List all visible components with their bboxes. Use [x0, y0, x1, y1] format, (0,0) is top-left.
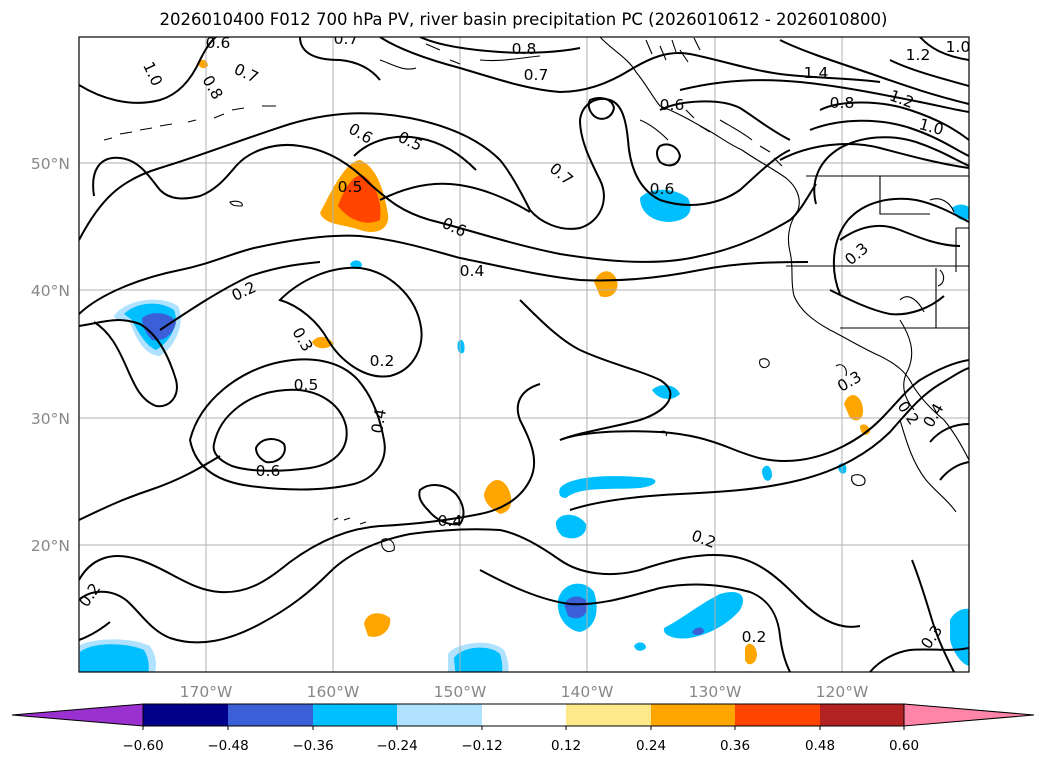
contour-label: 1.2	[906, 46, 931, 64]
contour-label: 0.8	[830, 94, 855, 112]
contour-label: 0.7	[524, 66, 549, 84]
colorbar-tick-label: −0.60	[122, 738, 163, 754]
map-plot: 0.6 0.7 1.0 0.8 0.7 0.8 0.7 1.4 1.2 1.0 …	[79, 30, 971, 672]
contour-label: 1.0	[917, 115, 945, 139]
lon-tick-label: 150°W	[434, 683, 487, 701]
figure-title: 2026010400 F012 700 hPa PV, river basin …	[159, 10, 888, 29]
colorbar-swatch	[735, 704, 820, 726]
contour-label: 0.8	[512, 40, 537, 58]
lon-tick-label: 140°W	[561, 683, 614, 701]
contour-label: 0.2	[370, 352, 395, 370]
lon-tick-label: 170°W	[180, 683, 233, 701]
lon-tick-label: 160°W	[307, 683, 360, 701]
colorbar-tick-label: 0.36	[720, 738, 750, 754]
contour-label: 0.6	[256, 462, 281, 480]
colorbar-swatch	[820, 704, 904, 726]
contour-label: 0.6	[206, 34, 231, 52]
colorbar-extend-high	[903, 703, 1035, 727]
contour-label: 0.4	[368, 407, 390, 434]
colorbar-tick-label: 0.24	[636, 738, 666, 754]
colorbar-tick-label: −0.36	[292, 738, 333, 754]
contour-label: 1.0	[946, 38, 971, 56]
colorbar-tick-label: 0.60	[889, 738, 919, 754]
colorbar-ticks	[142, 726, 905, 730]
coastlines	[103, 37, 969, 553]
lat-tick-label: 50°N	[31, 155, 70, 173]
colorbar-swatch	[651, 704, 735, 726]
colorbar: −0.60 −0.48 −0.36 −0.24 −0.12 0.12 0.24 …	[11, 703, 1035, 754]
colorbar-swatch	[482, 704, 566, 726]
map-frame	[78, 36, 970, 673]
colorbar-tick-label: −0.24	[376, 738, 417, 754]
colorbar-swatch	[143, 704, 228, 726]
pv-contours	[79, 37, 969, 672]
contour-label: 0.6	[660, 96, 685, 114]
contour-label: 0.6	[650, 180, 675, 198]
colorbar-swatch	[313, 704, 397, 726]
contour-label: 0.5	[338, 178, 363, 196]
contour-label: 1.4	[804, 64, 829, 82]
colorbar-extend-low	[11, 703, 144, 727]
colorbar-swatch	[228, 704, 313, 726]
colorbar-tick-label: 0.12	[551, 738, 581, 754]
contour-label: 0.2	[742, 628, 767, 646]
lat-tick-label: 40°N	[31, 282, 70, 300]
colorbar-tick-label: 0.48	[805, 738, 835, 754]
contour-label: 0.4	[460, 262, 485, 280]
lat-tick-label: 20°N	[31, 537, 70, 555]
lon-tick-label: 130°W	[689, 683, 742, 701]
lon-tick-labels: 170°W 160°W 150°W 140°W 130°W 120°W	[180, 683, 869, 701]
colorbar-tick-label: −0.12	[461, 738, 502, 754]
contour-label: 0.5	[294, 376, 319, 394]
lat-tick-label: 30°N	[31, 410, 70, 428]
contour-label: 0.7	[334, 30, 359, 48]
lon-tick-label: 120°W	[816, 683, 869, 701]
colorbar-swatch	[397, 704, 482, 726]
colorbar-swatch	[566, 704, 651, 726]
lat-tick-labels: 50°N 40°N 30°N 20°N	[31, 155, 70, 555]
colorbar-tick-label: −0.48	[207, 738, 248, 754]
contour-label: 0.4	[438, 512, 463, 530]
